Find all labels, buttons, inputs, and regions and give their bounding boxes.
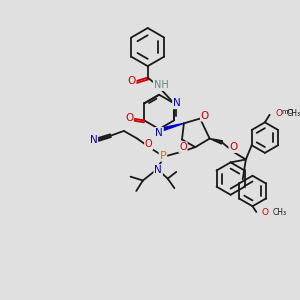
Text: O: O	[145, 139, 152, 149]
Text: mO: mO	[281, 109, 293, 115]
Text: N: N	[154, 165, 162, 175]
Text: O: O	[276, 109, 283, 118]
Polygon shape	[210, 139, 223, 144]
Text: CH₃: CH₃	[272, 208, 286, 217]
Text: O: O	[261, 208, 268, 217]
Text: NH: NH	[154, 80, 168, 90]
Text: O: O	[201, 111, 209, 121]
Text: O: O	[128, 76, 136, 86]
Text: O: O	[125, 112, 133, 123]
Text: O: O	[229, 142, 238, 152]
Text: N: N	[155, 128, 163, 138]
Text: O: O	[179, 142, 187, 152]
Text: N: N	[89, 134, 97, 145]
Text: P: P	[160, 151, 166, 161]
Polygon shape	[160, 123, 184, 132]
Text: CH₃: CH₃	[287, 109, 300, 118]
Text: N: N	[173, 98, 181, 108]
